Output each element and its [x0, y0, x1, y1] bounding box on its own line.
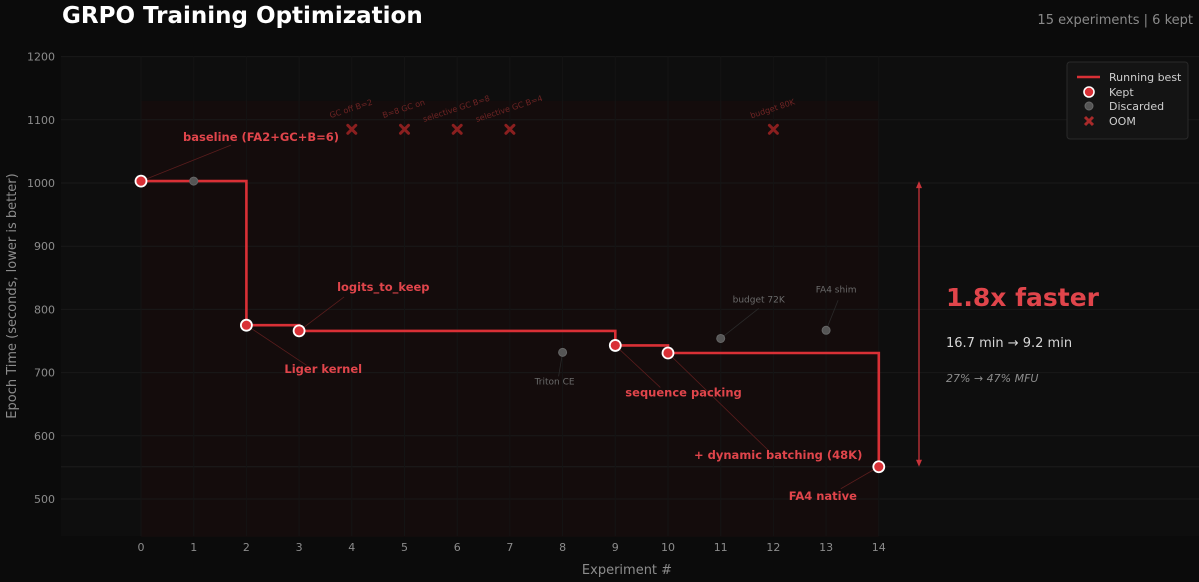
y-tick-label: 1100 [27, 114, 55, 127]
y-axis-label: Epoch Time (seconds, lower is better) [5, 173, 20, 418]
x-tick-label: 14 [872, 541, 886, 554]
kept-point [608, 339, 622, 352]
kept-annotation: + dynamic batching (48K) [694, 448, 862, 462]
kept-point [292, 324, 306, 338]
kept-point [239, 318, 253, 332]
x-tick-label: 3 [296, 541, 303, 554]
legend-oom: OOM [1109, 115, 1136, 128]
discarded-point [189, 176, 199, 186]
time-reduction-label: 16.7 min → 9.2 min [946, 336, 1072, 351]
grid [61, 56, 1199, 536]
x-tick-label: 8 [559, 541, 566, 554]
y-tick-label: 1000 [27, 177, 55, 190]
x-tick-label: 0 [138, 541, 145, 554]
x-tick-label: 2 [243, 541, 250, 554]
oom-point [346, 123, 358, 135]
y-tick-label: 1200 [27, 51, 55, 64]
kept-annotation: baseline (FA2+GC+B=6) [183, 130, 339, 144]
discarded-point [558, 347, 568, 357]
chart-title: GRPO Training Optimization [62, 3, 423, 29]
kept-points [134, 174, 886, 474]
kept-point [134, 174, 148, 188]
speedup-label: 1.8x faster [946, 283, 1100, 312]
annotation-leader [720, 308, 759, 339]
x-tick-label: 13 [819, 541, 833, 554]
kept-annotation: logits_to_keep [337, 280, 429, 295]
legend-running-best: Running best [1109, 71, 1182, 84]
oom-point [767, 123, 779, 135]
legend-box [1066, 61, 1189, 140]
chart-subtitle: 15 experiments | 6 kept [1037, 13, 1193, 28]
annotation-leader [825, 300, 839, 331]
annotation-leader [298, 296, 345, 332]
legend-oom-swatch [1083, 115, 1095, 127]
legend: Running best Kept Discarded OOM [1066, 61, 1189, 140]
x-tick-label: 5 [401, 541, 408, 554]
annotation-leader [840, 466, 880, 490]
x-axis-ticks: 0 1 2 3 4 5 6 7 8 9 10 11 12 13 14 [138, 541, 886, 554]
oom-point [504, 123, 516, 135]
annotation-leader [246, 324, 307, 366]
y-tick-label: 800 [34, 303, 55, 316]
mfu-label: 27% → 47% MFU [946, 372, 1038, 385]
x-axis-label: Experiment # [582, 563, 672, 578]
y-tick-label: 700 [34, 367, 55, 380]
discarded-point [716, 333, 726, 343]
kept-point [661, 346, 675, 360]
kept-annotation: Liger kernel [284, 362, 362, 376]
discarded-point [821, 325, 831, 335]
legend-kept: Kept [1109, 86, 1134, 99]
oom-points [346, 123, 779, 135]
x-tick-label: 11 [714, 541, 728, 554]
running-best-line [141, 179, 881, 467]
x-tick-label: 7 [506, 541, 513, 554]
discarded-annotation: FA4 shim [816, 285, 857, 295]
kept-annotation: sequence packing [625, 385, 742, 399]
oom-point [451, 123, 463, 135]
legend-kept-swatch [1083, 86, 1095, 98]
annotation-leader [615, 345, 661, 388]
y-tick-label: 600 [34, 430, 55, 443]
x-tick-label: 4 [348, 541, 355, 554]
annotation-leader [140, 144, 232, 182]
discarded-annotation: budget 72K [733, 295, 786, 305]
y-tick-label: 500 [34, 493, 55, 506]
x-tick-label: 10 [661, 541, 675, 554]
annotation-leaders [140, 144, 880, 490]
discarded-annotation: Triton CE [534, 377, 575, 387]
x-tick-label: 1 [190, 541, 197, 554]
x-tick-label: 12 [766, 541, 780, 554]
y-tick-label: 900 [34, 240, 55, 253]
legend-discarded: Discarded [1109, 100, 1164, 113]
annotation-leader [667, 352, 769, 451]
x-tick-label: 9 [612, 541, 619, 554]
legend-discarded-swatch [1084, 101, 1094, 111]
kept-point [872, 460, 886, 474]
speedup-arrow [916, 181, 922, 467]
discarded-points [189, 176, 831, 357]
oom-point [399, 123, 410, 135]
y-axis-ticks: 500 600 700 800 900 1000 1100 1200 [27, 51, 55, 506]
kept-annotation: FA4 native [789, 489, 857, 503]
x-tick-label: 6 [454, 541, 461, 554]
